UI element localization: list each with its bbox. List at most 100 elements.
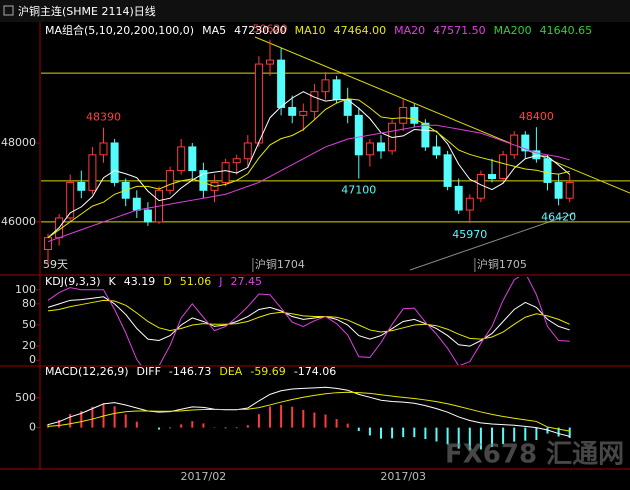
macd-bar	[124, 414, 127, 428]
candle-body	[143, 209, 152, 223]
macd-bar	[257, 414, 260, 428]
chart-title: 沪铜主连(SHME 2114)日线	[18, 4, 156, 18]
legend-text: MA20	[394, 24, 425, 37]
macd-bar	[158, 427, 160, 430]
legend-text: 47464.00	[334, 24, 387, 37]
line	[47, 386, 570, 437]
y-tick-label: 20	[22, 339, 36, 352]
macd-bar	[546, 427, 549, 434]
legend-text: DIFF	[137, 365, 161, 378]
candle-body	[321, 79, 330, 93]
macd-bar	[113, 406, 116, 428]
contract-label: 沪铜1704	[255, 257, 305, 271]
macd-bar	[557, 427, 560, 437]
macd-bar	[413, 427, 416, 438]
macd-bar	[380, 427, 382, 439]
legend-text: MA200	[494, 24, 532, 37]
macd-bar	[280, 405, 283, 428]
macd-bar	[269, 406, 271, 428]
candle-body	[88, 154, 97, 191]
legend-text: MA组合(5,10,20,200,100,0)	[45, 23, 194, 37]
contract-label: 沪铜1705	[477, 257, 527, 271]
legend-text: MA5	[202, 24, 226, 37]
legend-text: -174.06	[294, 365, 336, 378]
macd-bar	[202, 423, 205, 428]
macd-bar	[402, 427, 405, 438]
macd-bar	[479, 427, 482, 450]
legend-text: MACD(12,26,9)	[45, 365, 129, 378]
candle-body	[454, 185, 463, 211]
macd-bar	[468, 427, 471, 451]
y-tick-label: 48000	[1, 136, 36, 149]
candle-body	[110, 142, 119, 183]
watermark: FX678 汇通网	[445, 440, 624, 470]
candle-body	[99, 142, 108, 156]
candle-body	[166, 170, 175, 191]
candle-body	[399, 106, 408, 124]
line	[47, 391, 570, 432]
annotation: 48390	[86, 111, 121, 124]
x-tick-label: 2017/03	[380, 470, 426, 483]
candle-body	[499, 154, 508, 179]
macd-bar	[324, 414, 327, 428]
candle-body	[443, 154, 452, 187]
macd-bar	[335, 419, 338, 428]
candle-body	[354, 114, 363, 156]
macd-bar	[368, 427, 371, 436]
macd-bar	[191, 421, 194, 428]
candle-body	[243, 142, 252, 160]
macd-bar	[435, 427, 438, 442]
candle-body	[177, 146, 186, 172]
macd-bar	[47, 424, 49, 428]
candle-body	[565, 181, 574, 199]
macd-bar	[502, 427, 505, 445]
macd-bar	[224, 427, 227, 429]
candle-body	[299, 110, 308, 116]
candle-body	[132, 197, 141, 211]
candle-body	[221, 162, 230, 183]
candle-body	[254, 63, 263, 144]
macd-bar	[291, 406, 294, 428]
candle-body	[488, 174, 496, 179]
legend-text: 47230.00	[234, 24, 287, 37]
line	[47, 91, 571, 239]
macd-bar	[457, 427, 460, 449]
macd-bar	[180, 424, 183, 428]
y-tick-label: 0	[29, 353, 36, 366]
macd-bar	[568, 427, 571, 438]
macd-bar	[169, 427, 172, 429]
y-tick-label: 100	[15, 283, 36, 296]
candle-body	[310, 91, 319, 112]
macd-bar	[58, 420, 61, 428]
candle-body	[77, 181, 86, 191]
plot-area	[47, 386, 571, 451]
legend-text: 51.06	[180, 275, 212, 288]
macd-bar	[80, 410, 83, 428]
candle-body	[554, 181, 563, 199]
y-tick-label: 0	[29, 421, 36, 434]
candle-body	[532, 150, 541, 160]
legend-text: 43.19	[124, 275, 156, 288]
candle-body	[188, 146, 197, 172]
legend-text: K	[109, 275, 117, 288]
candle-body	[432, 146, 441, 156]
candle-body	[421, 122, 430, 148]
candle-body	[232, 158, 241, 164]
candle-body	[44, 237, 52, 251]
annotation: 48400	[519, 110, 554, 123]
macd-bar	[102, 403, 105, 428]
line	[47, 299, 570, 340]
macd-bar	[313, 412, 316, 428]
macd-bar	[302, 409, 305, 428]
candle-body	[465, 197, 474, 211]
candle-body	[377, 142, 385, 152]
candle-body	[266, 59, 274, 65]
y-tick-label: 80	[22, 297, 36, 310]
legend-text: 27.45	[230, 275, 262, 288]
legend-text: -146.73	[169, 365, 211, 378]
trend-line	[409, 212, 576, 271]
legend-text: 47571.50	[433, 24, 486, 37]
macd-bar	[391, 427, 394, 439]
legend-text: KDJ(9,3,3)	[45, 275, 101, 288]
